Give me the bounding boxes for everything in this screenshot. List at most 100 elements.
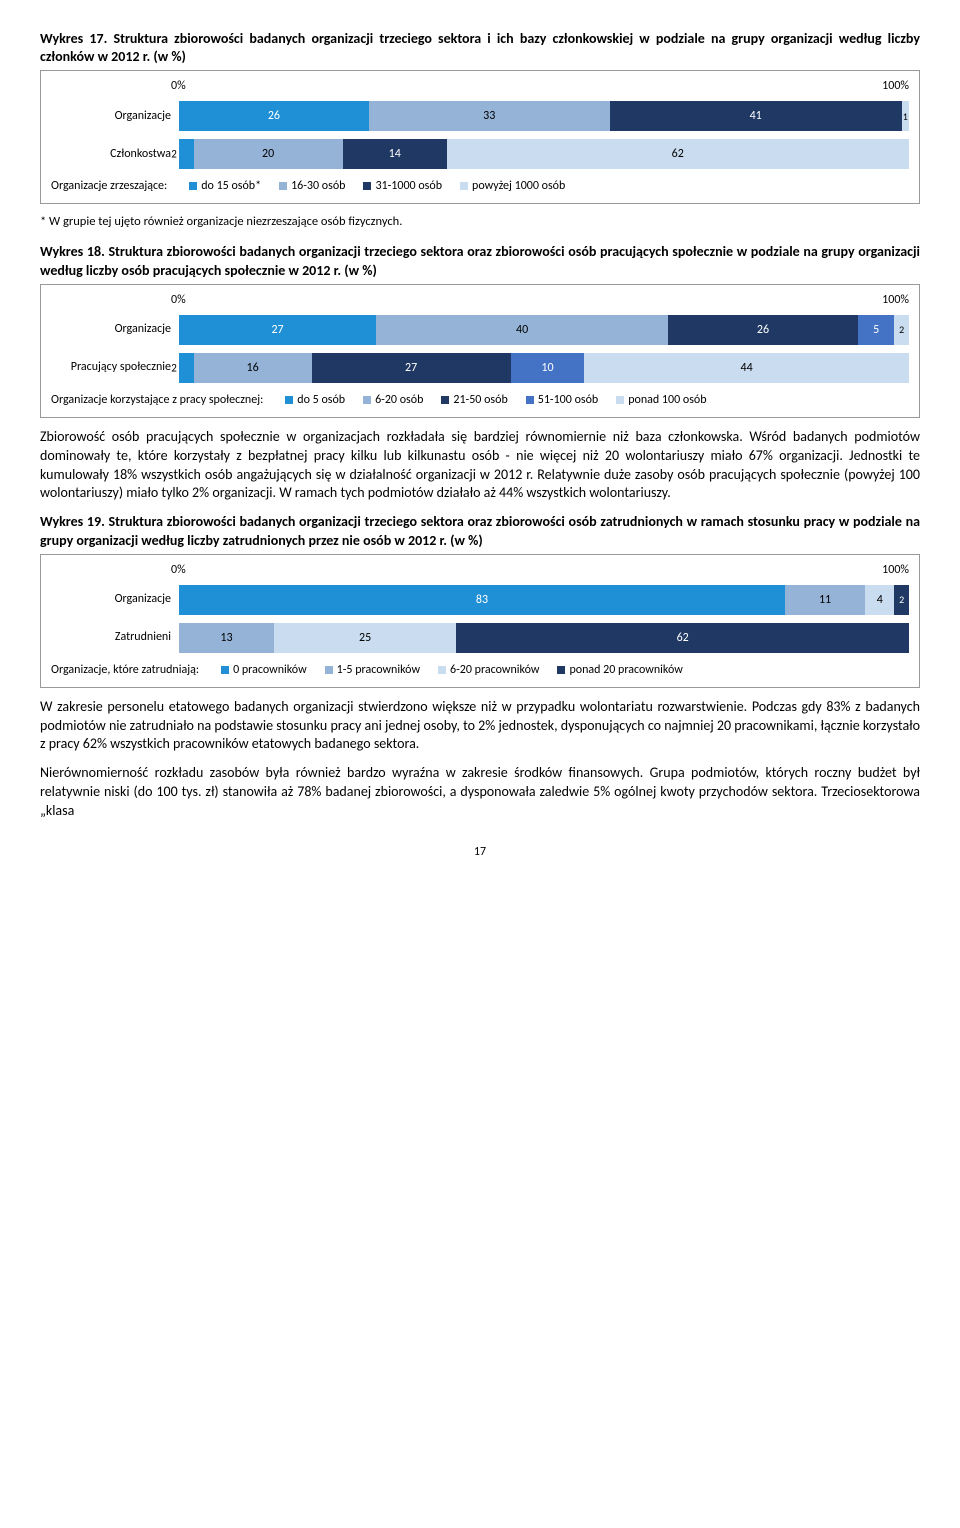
bar-track: 2633411 [179,101,909,131]
legend-text: 31-1000 osób [375,179,442,193]
bar-label: Członkostwa [51,148,179,161]
bar-label: Zatrudnieni [51,631,179,644]
chart19-title-rest: Struktura zbiorowości badanych organizac… [40,513,920,548]
bar-row: Organizacje27402652 [51,315,909,345]
chart18-axis: 0% 100% [171,293,909,307]
bar-segment: 83 [179,585,785,615]
legend-item: 6-20 osób [363,393,423,407]
para-18: Zbiorowość osób pracujących społecznie w… [40,428,920,504]
legend-item: 0 pracowników [221,663,307,677]
bar-segment: 20 [194,139,343,169]
legend-item: 21-50 osób [441,393,507,407]
legend-swatch [325,666,333,674]
legend-text: ponad 100 osób [628,393,706,407]
bar-track: 2201462 [179,139,909,169]
chart19: 0% 100% Organizacje831142 Zatrudnieni1325… [40,554,920,688]
bar-track: 132562 [179,623,909,653]
legend-swatch [221,666,229,674]
legend-item: ponad 20 pracowników [557,663,682,677]
chart19-legend: Organizacje, które zatrudniają: 0 pracow… [51,663,909,677]
legend-text: do 15 osób* [201,179,261,193]
para-19a: W zakresie personelu etatowego badanych … [40,698,920,755]
legend-text: 1-5 pracowników [337,663,420,677]
chart19-title-prefix: Wykres 19. [40,513,105,530]
bar-segment: 33 [369,101,610,131]
legend-text: ponad 20 pracowników [569,663,682,677]
bar-segment: 25 [274,623,457,653]
legend-swatch [526,396,534,404]
chart19-legend-label: Organizacje, które zatrudniają: [51,663,199,677]
bar-segment: 27 [179,315,376,345]
axis-100: 100% [882,79,909,93]
bar-track: 216271044 [179,353,909,383]
bar-segment [179,353,194,383]
bar-segment: 11 [785,585,865,615]
axis-100: 100% [882,563,909,577]
chart18: 0% 100% Organizacje27402652Pracujący spo… [40,284,920,418]
bar-row: Członkostwa2201462 [51,139,909,169]
legend-item: powyżej 1000 osób [460,179,565,193]
legend-text: 16-30 osób [291,179,345,193]
legend-swatch [460,182,468,190]
page-number: 17 [40,845,920,859]
bar-track: 831142 [179,585,909,615]
bar-row: Organizacje831142 [51,585,909,615]
bar-segment: 14 [343,139,447,169]
bar-segment: 62 [447,139,909,169]
legend-item: 1-5 pracowników [325,663,420,677]
axis-100: 100% [882,293,909,307]
para-19b: Nierównomierność rozkładu zasobów była r… [40,764,920,821]
bar-segment: 41 [610,101,902,131]
bar-segment: 10 [511,353,585,383]
legend-item: 31-1000 osób [363,179,442,193]
legend-swatch [557,666,565,674]
chart17-axis: 0% 100% [171,79,909,93]
legend-swatch [363,182,371,190]
legend-swatch [438,666,446,674]
bar-front-value: 2 [169,148,179,161]
legend-item: ponad 100 osób [616,393,706,407]
bar-segment: 26 [668,315,858,345]
legend-swatch [441,396,449,404]
chart18-title: Wykres 18. Struktura zbiorowości badanyc… [40,243,920,279]
bar-row: Zatrudnieni132562 [51,623,909,653]
legend-item: do 15 osób* [189,179,261,193]
legend-swatch [616,396,624,404]
bar-label: Organizacje [51,110,179,123]
legend-item: 6-20 pracowników [438,663,539,677]
chart17-footnote: * W grupie tej ujęto również organizacje… [40,214,920,229]
bar-row: Organizacje2633411 [51,101,909,131]
chart18-legend-label: Organizacje korzystające z pracy społecz… [51,393,263,407]
bar-segment: 13 [179,623,274,653]
bar-segment: 5 [858,315,895,345]
bar-segment: 1 [902,101,909,131]
legend-item: do 5 osób [285,393,345,407]
chart17-title-rest: Struktura zbiorowości badanych organizac… [40,30,920,65]
legend-text: do 5 osób [297,393,345,407]
legend-text: powyżej 1000 osób [472,179,565,193]
chart18-title-rest: Struktura zbiorowości badanych organizac… [40,243,920,278]
chart19-axis: 0% 100% [171,563,909,577]
legend-text: 6-20 pracowników [450,663,539,677]
legend-text: 51-100 osób [538,393,598,407]
legend-swatch [285,396,293,404]
chart17-title-prefix: Wykres 17. [40,30,107,47]
bar-segment: 27 [312,353,511,383]
legend-swatch [279,182,287,190]
chart17: 0% 100% Organizacje2633411Członkostwa220… [40,70,920,204]
legend-text: 6-20 osób [375,393,423,407]
legend-item: 51-100 osób [526,393,598,407]
bar-segment: 2 [894,585,909,615]
chart17-title: Wykres 17. Struktura zbiorowości badanyc… [40,30,920,66]
bar-segment: 62 [456,623,909,653]
axis-0: 0% [171,293,191,307]
axis-0: 0% [171,79,191,93]
bar-label: Organizacje [51,323,179,336]
chart17-legend-label: Organizacje zrzeszające: [51,179,167,193]
legend-item: 16-30 osób [279,179,345,193]
chart18-legend: Organizacje korzystające z pracy społecz… [51,393,909,407]
bar-front-value: 2 [169,361,179,374]
chart17-legend: Organizacje zrzeszające: do 15 osób* 16-3… [51,179,909,193]
axis-0: 0% [171,563,191,577]
bar-track: 27402652 [179,315,909,345]
